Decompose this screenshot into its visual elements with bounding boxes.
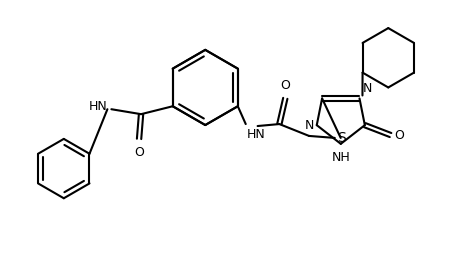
Text: HN: HN xyxy=(89,100,107,113)
Text: N: N xyxy=(363,82,372,96)
Text: N: N xyxy=(304,119,314,132)
Text: O: O xyxy=(134,146,144,159)
Text: HN: HN xyxy=(247,128,265,141)
Text: NH: NH xyxy=(331,151,350,164)
Text: S: S xyxy=(337,131,346,145)
Text: O: O xyxy=(280,80,290,92)
Text: O: O xyxy=(395,128,404,141)
